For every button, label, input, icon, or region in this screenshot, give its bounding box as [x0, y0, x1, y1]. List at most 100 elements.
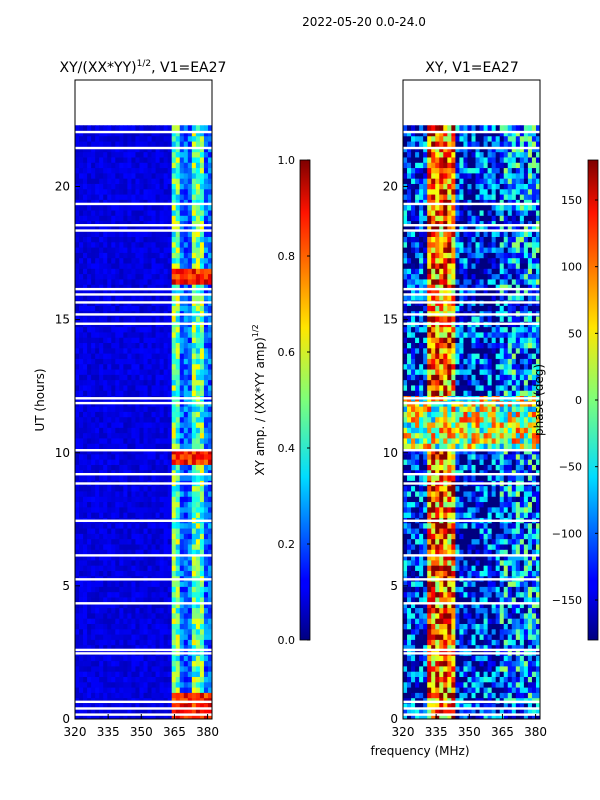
y-tick-label: 10	[55, 446, 70, 460]
heatmap-cell	[127, 602, 132, 609]
heatmap-cell	[103, 602, 108, 609]
heatmap-cell	[143, 512, 148, 518]
heatmap-cell	[147, 167, 152, 174]
heatmap-cell	[95, 623, 100, 630]
heatmap-cell	[103, 342, 108, 349]
heatmap-cell	[79, 432, 84, 439]
heatmap-cell	[95, 194, 100, 200]
heatmap-cell	[83, 279, 88, 285]
heatmap-cell	[435, 549, 440, 556]
heatmap-cell	[155, 416, 161, 423]
heatmap-cell	[483, 554, 489, 561]
heatmap-cell	[199, 639, 205, 646]
heatmap-cell	[531, 623, 537, 630]
heatmap-cell	[119, 491, 124, 497]
heatmap-cell	[203, 676, 209, 683]
heatmap-cell	[155, 549, 161, 556]
heatmap-cell	[127, 676, 132, 683]
phase-heatmap-title: XY, V1=EA27	[425, 60, 519, 76]
heatmap-cell	[171, 570, 177, 577]
heatmap-cell	[139, 406, 144, 412]
heatmap-cell	[167, 194, 173, 200]
heatmap-cell	[91, 204, 96, 211]
heatmap-cell	[471, 570, 476, 577]
heatmap-cell	[163, 628, 169, 635]
heatmap-cell	[163, 247, 169, 253]
heatmap-cell	[179, 374, 185, 381]
heatmap-cell	[111, 263, 116, 269]
heatmap-cell	[191, 379, 197, 386]
heatmap-cell	[99, 257, 104, 264]
heatmap-cell	[179, 358, 185, 365]
heatmap-cell	[147, 628, 152, 635]
heatmap-cell	[467, 671, 472, 677]
heatmap-cell	[159, 554, 165, 561]
missing-data-gap	[75, 602, 212, 605]
heatmap-cell	[443, 660, 448, 667]
heatmap-cell	[107, 268, 112, 275]
heatmap-cell	[135, 162, 140, 169]
heatmap-cell	[143, 559, 148, 566]
heatmap-cell	[107, 607, 112, 614]
heatmap-cell	[183, 369, 189, 375]
heatmap-cell	[507, 586, 513, 593]
heatmap-cell	[79, 231, 84, 237]
heatmap-cell	[183, 379, 189, 386]
heatmap-cell	[103, 215, 108, 222]
heatmap-cell	[87, 220, 92, 227]
heatmap-cell	[187, 385, 193, 391]
heatmap-cell	[159, 533, 165, 540]
heatmap-cell	[131, 708, 136, 715]
heatmap-cell	[159, 178, 165, 184]
heatmap-cell	[143, 708, 148, 715]
heatmap-cell	[191, 188, 197, 195]
heatmap-cell	[139, 294, 144, 301]
heatmap-cell	[91, 623, 96, 630]
heatmap-cell	[195, 427, 201, 434]
heatmap-cell	[403, 602, 408, 609]
heatmap-cell	[179, 252, 185, 259]
heatmap-cell	[455, 639, 460, 646]
heatmap-cell	[511, 602, 517, 609]
heatmap-cell	[155, 225, 161, 232]
heatmap-cell	[187, 703, 193, 709]
heatmap-cell	[171, 146, 177, 153]
heatmap-cell	[203, 204, 209, 211]
heatmap-cell	[183, 236, 189, 243]
heatmap-cell	[127, 215, 132, 222]
heatmap-cell	[199, 379, 205, 386]
heatmap-cell	[155, 411, 161, 418]
heatmap-cell	[163, 708, 169, 715]
heatmap-cell	[127, 522, 132, 529]
missing-data-gap	[75, 482, 212, 485]
heatmap-cell	[119, 263, 124, 269]
heatmap-cell	[147, 316, 152, 322]
heatmap-cell	[191, 703, 197, 709]
heatmap-cell	[143, 448, 148, 455]
heatmap-cell	[475, 565, 480, 571]
heatmap-cell	[463, 634, 468, 640]
heatmap-cell	[111, 607, 116, 614]
heatmap-cell	[435, 565, 440, 571]
heatmap-cell	[151, 591, 156, 598]
heatmap-cell	[95, 634, 100, 640]
heatmap-cell	[171, 363, 177, 370]
heatmap-cell	[163, 681, 169, 688]
heatmap-cell	[75, 544, 80, 550]
heatmap-cell	[135, 332, 140, 338]
heatmap-cell	[459, 586, 464, 593]
heatmap-cell	[119, 358, 124, 365]
heatmap-cell	[159, 623, 165, 630]
heatmap-cell	[107, 708, 112, 715]
heatmap-cell	[203, 533, 209, 540]
heatmap-cell	[511, 713, 517, 720]
heatmap-cell	[143, 284, 148, 290]
heatmap-cell	[79, 167, 84, 174]
heatmap-cell	[207, 554, 213, 561]
heatmap-cell	[459, 602, 464, 609]
heatmap-cell	[191, 268, 197, 275]
heatmap-cell	[127, 411, 132, 418]
heatmap-cell	[163, 374, 169, 381]
heatmap-cell	[139, 385, 144, 391]
heatmap-cell	[131, 167, 136, 174]
